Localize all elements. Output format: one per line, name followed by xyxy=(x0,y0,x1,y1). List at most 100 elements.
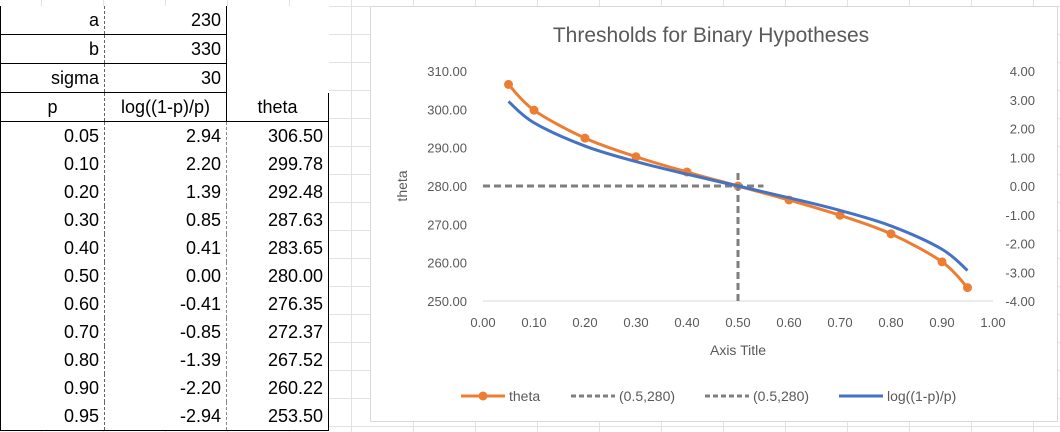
table-row: 0.05 2.94 306.50 xyxy=(0,121,329,150)
header-cell-p[interactable]: p xyxy=(0,92,105,122)
y2-tick-label: -3.00 xyxy=(1005,265,1035,280)
cell-theta[interactable]: 253.50 xyxy=(226,402,329,431)
x-tick-label: 0.10 xyxy=(521,315,546,330)
cell-log[interactable]: -0.85 xyxy=(104,318,227,346)
param-label-cell[interactable]: b xyxy=(0,34,105,64)
chart-area[interactable]: Thresholds for Binary Hypotheses 0.00 0.10… xyxy=(370,6,1058,422)
cell-log[interactable]: 0.85 xyxy=(104,206,227,234)
cell-log[interactable]: 2.20 xyxy=(104,150,227,178)
table-row: 0.30 0.85 287.63 xyxy=(0,206,329,234)
x-axis-title: Axis Title xyxy=(710,342,766,358)
table-row: 0.90 -2.20 260.22 xyxy=(0,374,329,402)
y-tick-label: 270.00 xyxy=(427,217,467,232)
empty-cell[interactable] xyxy=(227,64,329,93)
cell-log[interactable]: -2.94 xyxy=(104,402,227,431)
x-tick-label: 0.90 xyxy=(929,315,954,330)
legend-label: theta xyxy=(509,388,540,404)
cell-theta[interactable]: 260.22 xyxy=(226,374,329,402)
cell-theta[interactable]: 299.78 xyxy=(226,150,329,178)
cell-theta[interactable]: 306.50 xyxy=(226,121,329,150)
series-log-line xyxy=(507,100,969,272)
y-tick-label: 280.00 xyxy=(427,179,467,194)
cell-theta[interactable]: 276.35 xyxy=(226,290,329,318)
table-row: 0.80 -1.39 267.52 xyxy=(0,346,329,374)
cell-theta[interactable]: 280.00 xyxy=(226,262,329,290)
header-cell-theta[interactable]: theta xyxy=(226,92,329,122)
theta-marker xyxy=(937,257,947,267)
table-row: 0.70 -0.85 272.37 xyxy=(0,318,329,346)
param-value-cell[interactable]: 330 xyxy=(104,34,227,64)
empty-cell[interactable] xyxy=(227,35,329,64)
param-value-cell[interactable]: 30 xyxy=(104,63,227,93)
x-tick-label: 0.50 xyxy=(725,315,750,330)
x-tick-label: 0.40 xyxy=(674,315,699,330)
table-row: 0.60 -0.41 276.35 xyxy=(0,290,329,318)
y2-tick-label: 2.00 xyxy=(1010,122,1035,137)
cell-log[interactable]: -1.39 xyxy=(104,346,227,374)
theta-marker xyxy=(504,79,513,89)
cell-p[interactable]: 0.95 xyxy=(0,402,105,431)
cell-p[interactable]: 0.05 xyxy=(0,121,105,150)
table-row: 0.95 -2.94 253.50 xyxy=(0,402,329,431)
theta-marker xyxy=(580,133,590,143)
cell-theta[interactable]: 292.48 xyxy=(226,178,329,206)
table-row: 0.40 0.41 283.65 xyxy=(0,234,329,262)
cell-log[interactable]: 0.00 xyxy=(104,262,227,290)
cell-log[interactable]: 0.41 xyxy=(104,234,227,262)
header-cell-log[interactable]: log((1-p)/p) xyxy=(104,92,227,122)
cell-p[interactable]: 0.80 xyxy=(0,346,105,374)
cell-p[interactable]: 0.20 xyxy=(0,178,105,206)
y-tick-label: 260.00 xyxy=(427,256,467,271)
y2-tick-label: 0.00 xyxy=(1010,179,1035,194)
table-row: 0.10 2.20 299.78 xyxy=(0,150,329,178)
y-tick-label: 310.00 xyxy=(427,64,467,79)
table-row: 0.20 1.39 292.48 xyxy=(0,178,329,206)
theta-marker xyxy=(963,283,972,293)
y-axis-title: theta xyxy=(394,170,410,201)
y2-tick-label: -4.00 xyxy=(1005,294,1035,309)
spreadsheet-table: a 230 b 330 sigma 30 p log((1-p)/p) theta 0.05 2.9… xyxy=(0,6,329,431)
cell-p[interactable]: 0.30 xyxy=(0,206,105,234)
cell-log[interactable]: 2.94 xyxy=(104,121,227,150)
x-tick-label: 0.80 xyxy=(878,315,903,330)
param-label-cell[interactable]: sigma xyxy=(0,63,105,93)
x-tick-label: 0.60 xyxy=(776,315,801,330)
cell-p[interactable]: 0.40 xyxy=(0,234,105,262)
x-tick-label: 0.30 xyxy=(623,315,648,330)
cell-theta[interactable]: 283.65 xyxy=(226,234,329,262)
cell-p[interactable]: 0.60 xyxy=(0,290,105,318)
y-tick-label: 290.00 xyxy=(427,141,467,156)
cell-log[interactable]: -2.20 xyxy=(104,374,227,402)
header-row: p log((1-p)/p) theta xyxy=(0,92,329,122)
chart-svg: Thresholds for Binary Hypotheses 0.00 0.10… xyxy=(394,24,1035,404)
param-label-cell[interactable]: a xyxy=(0,6,105,35)
empty-cell[interactable] xyxy=(227,6,329,35)
cell-theta[interactable]: 272.37 xyxy=(226,318,329,346)
y2-tick-label: -1.00 xyxy=(1005,208,1035,223)
y-tick-label: 250.00 xyxy=(427,294,467,309)
legend-label: log((1-p)/p) xyxy=(887,388,956,404)
cell-p[interactable]: 0.50 xyxy=(0,262,105,290)
param-row: b 330 xyxy=(0,34,329,64)
cell-theta[interactable]: 287.63 xyxy=(226,206,329,234)
theta-marker xyxy=(529,105,539,115)
y2-tick-label: -2.00 xyxy=(1005,237,1035,252)
theta-marker xyxy=(886,229,896,239)
x-tick-label: 0.70 xyxy=(827,315,852,330)
param-row: a 230 xyxy=(0,6,329,35)
x-tick-label: 0.00 xyxy=(470,315,495,330)
cell-p[interactable]: 0.90 xyxy=(0,374,105,402)
legend-swatch-marker xyxy=(478,391,488,401)
theta-marker xyxy=(631,152,641,162)
x-tick-label: 1.00 xyxy=(980,315,1005,330)
y-tick-label: 300.00 xyxy=(427,102,467,117)
legend-label: (0.5,280) xyxy=(619,388,675,404)
param-value-cell[interactable]: 230 xyxy=(104,6,227,35)
cell-p[interactable]: 0.70 xyxy=(0,318,105,346)
cell-log[interactable]: -0.41 xyxy=(104,290,227,318)
cell-p[interactable]: 0.10 xyxy=(0,150,105,178)
x-tick-label: 0.20 xyxy=(572,315,597,330)
y2-tick-label: 4.00 xyxy=(1010,64,1035,79)
cell-log[interactable]: 1.39 xyxy=(104,178,227,206)
cell-theta[interactable]: 267.52 xyxy=(226,346,329,374)
